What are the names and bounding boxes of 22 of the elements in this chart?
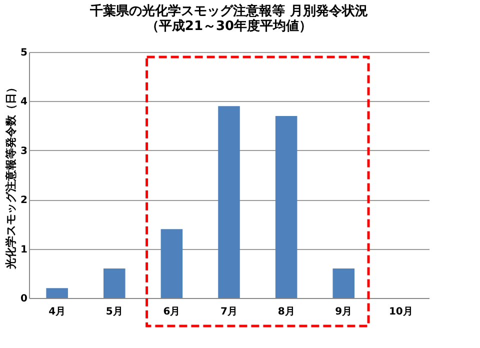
x-tick-label: 4月 <box>48 306 66 318</box>
bar <box>275 116 298 298</box>
bar <box>46 288 68 298</box>
text: 千葉県の光化学スモッグ注意報等 月別発令状況 <box>90 4 368 19</box>
bar <box>218 106 240 298</box>
bar <box>104 268 126 298</box>
x-tick-label: 10月 <box>388 306 413 318</box>
x-tick-label: 7月 <box>220 306 238 318</box>
y-tick-label: 5 <box>20 48 28 58</box>
bar <box>160 229 183 298</box>
y-tick-label: 4 <box>20 96 28 108</box>
y-axis-title: 光化学スモッグ注意報等発令数（日） <box>4 82 18 270</box>
x-tick-label: 9月 <box>335 306 352 318</box>
y-tick-label: 1 <box>20 244 28 256</box>
x-tick-label: 8月 <box>278 306 295 318</box>
x-tick-label: 6月 <box>163 306 180 318</box>
bar <box>332 268 354 298</box>
y-tick-label: 0 <box>20 294 28 304</box>
x-tick-label: 5月 <box>106 306 123 318</box>
text: （平成21～30年度平均値） <box>146 19 312 34</box>
y-tick-label: 3 <box>20 146 28 157</box>
y-tick-label: 2 <box>20 195 28 206</box>
